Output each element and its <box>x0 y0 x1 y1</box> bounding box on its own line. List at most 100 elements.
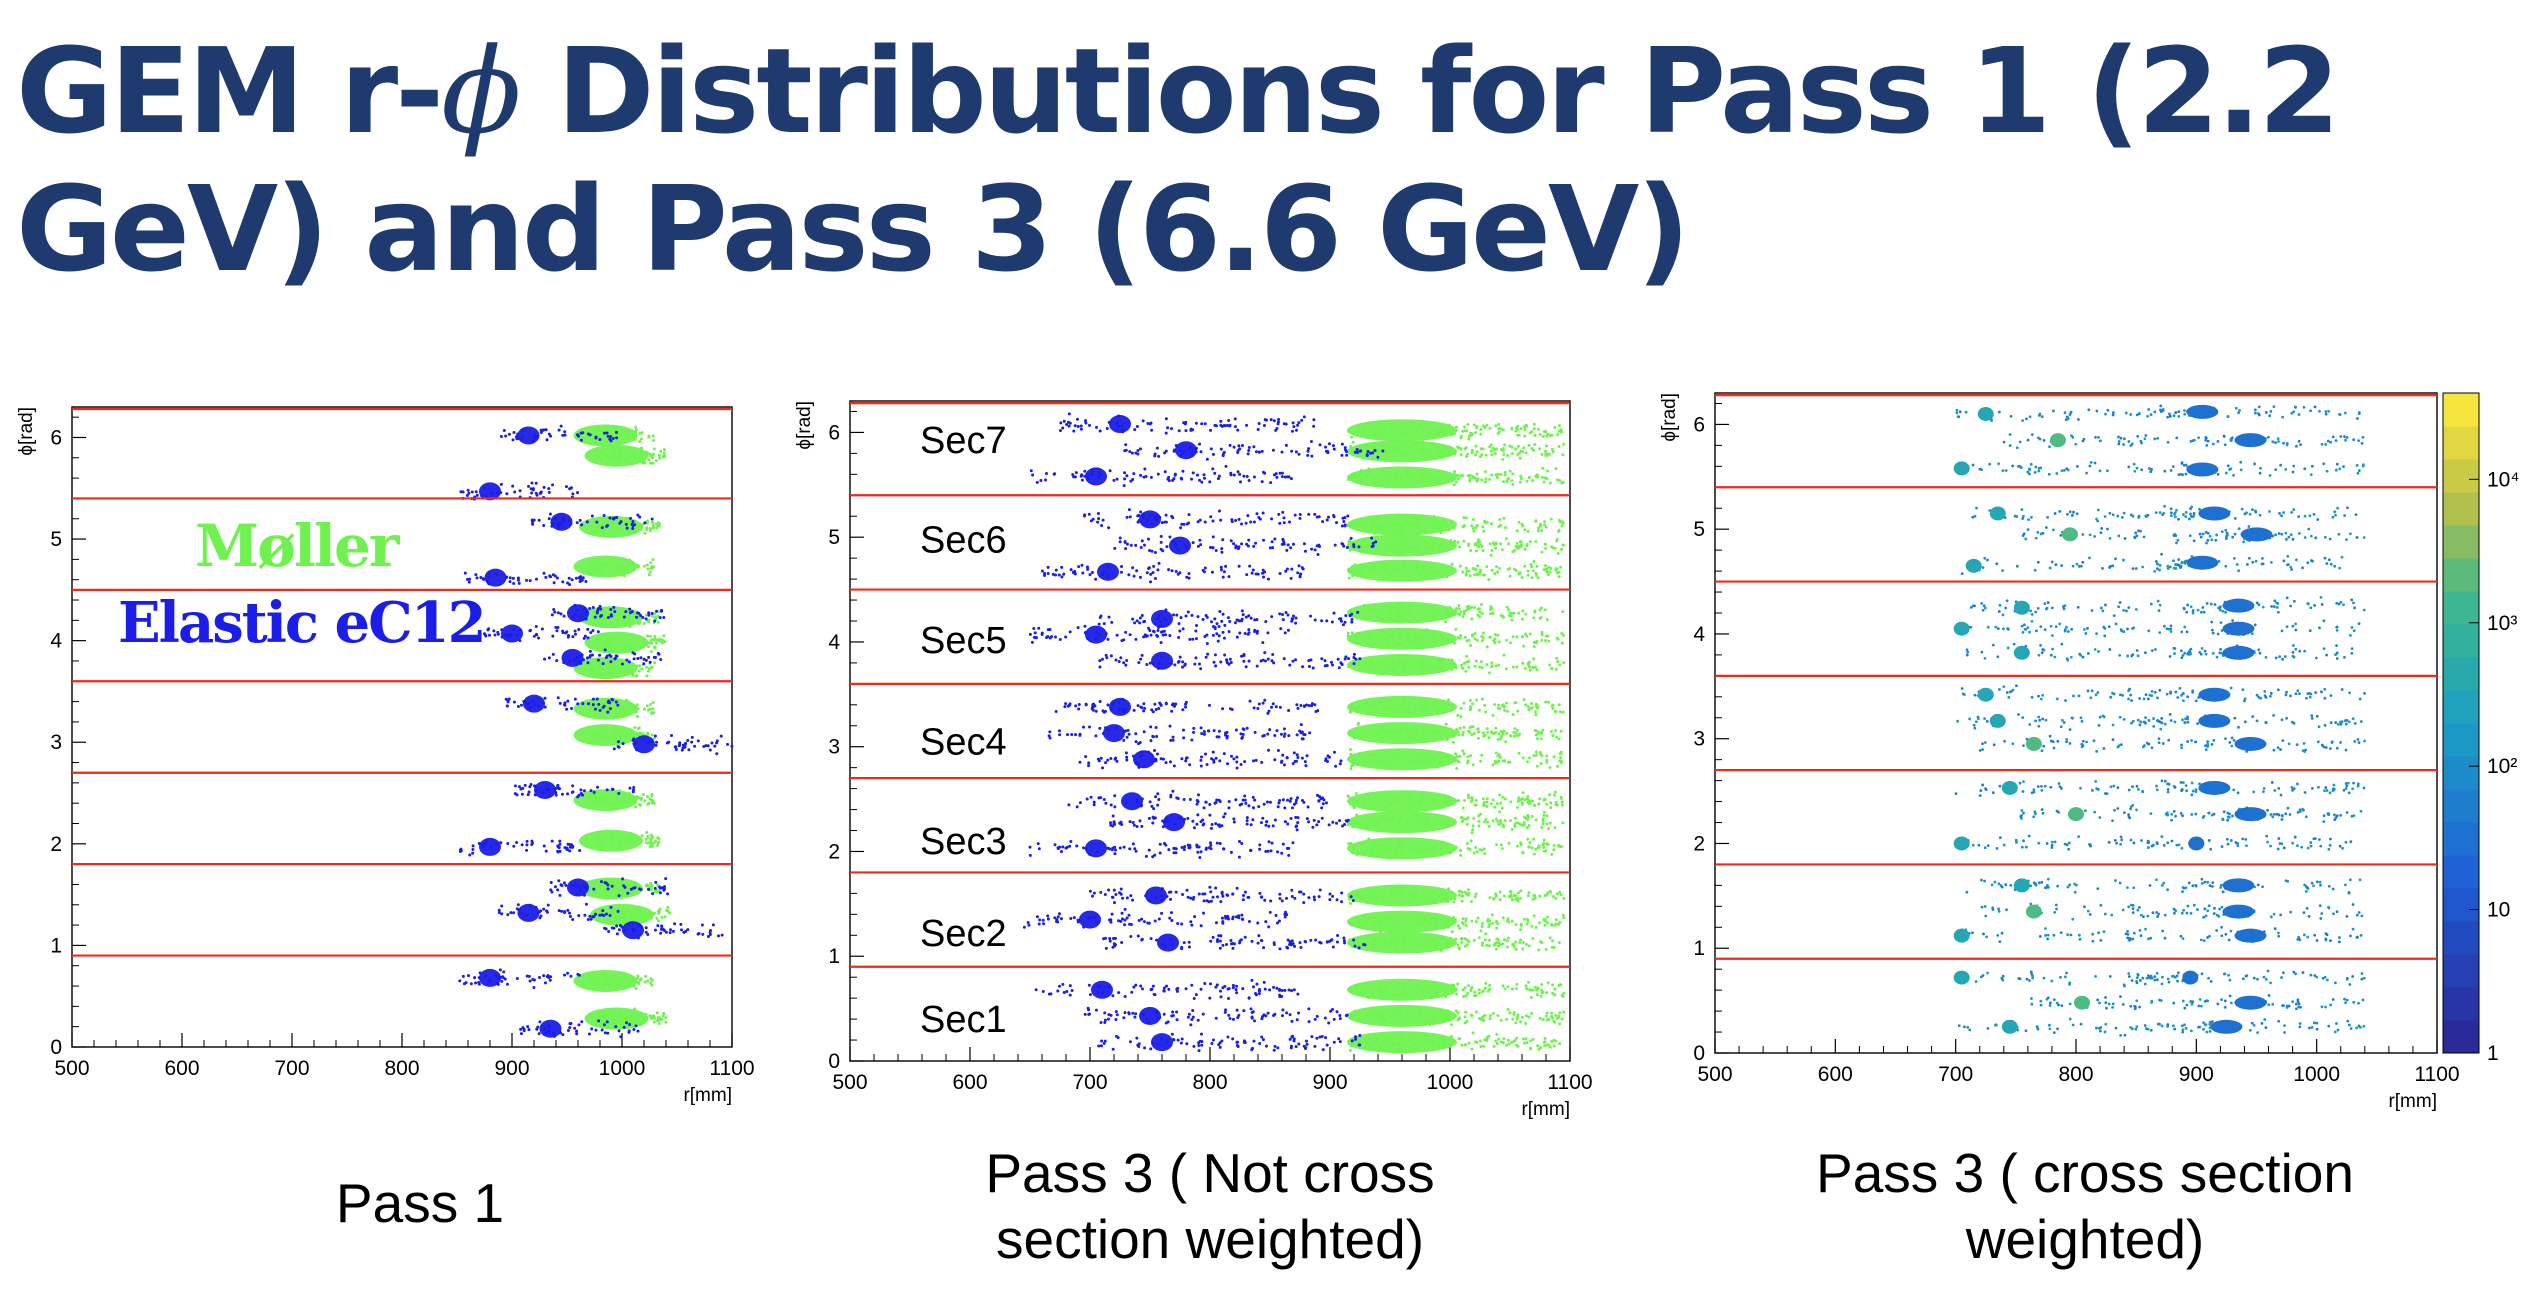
y-tick-label: 0 <box>50 1036 62 1059</box>
hotspot-mark <box>2162 504 2358 521</box>
hotspot-mark <box>2143 969 2366 986</box>
cluster-mark <box>1097 1032 1362 1053</box>
cluster-mark <box>1347 910 1566 933</box>
sector-label: Sec2 <box>920 913 1007 955</box>
hotspot-mark <box>2181 878 2362 895</box>
cluster-mark <box>1347 837 1563 860</box>
colorbar-band <box>2443 921 2479 955</box>
cluster-mark <box>499 424 619 445</box>
hotspot-mark <box>2193 736 2366 753</box>
title-phi-symbol: ϕ <box>441 22 521 160</box>
cluster-mark <box>1347 601 1565 624</box>
cluster-mark <box>1347 695 1565 719</box>
y-tick-label: 3 <box>828 736 840 759</box>
cluster-mark <box>1347 978 1566 1001</box>
colorbar-band <box>2443 393 2479 427</box>
x-axis-label: r[mm] <box>2388 1091 2437 1112</box>
cluster-mark <box>1097 608 1360 629</box>
y-tick-label: 1 <box>1693 937 1705 960</box>
x-tick-label: 600 <box>164 1057 199 1080</box>
elastic-series <box>458 424 734 1039</box>
y-axis-label: ϕ[rad] <box>794 401 815 450</box>
colorbar-band <box>2443 591 2479 625</box>
colorbar-band <box>2443 723 2479 757</box>
colorbar-band <box>2443 789 2479 823</box>
x-tick-label: 500 <box>54 1057 89 1080</box>
moller-legend-label: Møller <box>195 512 399 580</box>
cluster-mark <box>482 624 600 643</box>
cluster-mark <box>573 724 656 747</box>
pass3-weighted-heatmap: 500 600 700 800 900 1000 1100 0 1 2 3 4 5 6 r[mm] ϕ[rad… <box>1659 392 2519 1112</box>
y-tick-label: 5 <box>50 528 62 551</box>
x-tick-label: 600 <box>1818 1063 1853 1086</box>
x-tick-label: 500 <box>832 1071 867 1094</box>
colorbar-band <box>2443 690 2479 724</box>
x-axis-label: r[mm] <box>683 1085 732 1106</box>
colorbar-band <box>2443 558 2479 592</box>
colorbar-tick-label: 10² <box>2487 755 2517 778</box>
cluster-mark <box>543 648 663 667</box>
y-tick-label: 6 <box>50 426 62 449</box>
moller-series <box>573 424 672 1030</box>
hotspot-mark <box>2194 806 2363 824</box>
cluster-mark <box>459 481 580 501</box>
cluster-mark <box>1347 534 1565 557</box>
y-tick-label: 2 <box>1693 832 1705 855</box>
cluster-mark <box>1109 812 1350 832</box>
hotspot-mark <box>1971 506 2219 523</box>
y-tick-label: 1 <box>50 934 62 957</box>
cluster-mark <box>1058 412 1316 435</box>
cluster-mark <box>1078 748 1343 770</box>
cluster-mark <box>1047 723 1312 746</box>
x-axis-label: r[mm] <box>1521 1099 1570 1120</box>
cluster-mark <box>513 780 636 799</box>
cluster-mark <box>1034 978 1300 1001</box>
cluster-mark <box>519 1019 640 1039</box>
x-tick-label: 500 <box>1697 1063 1732 1086</box>
hotspot-mark <box>1956 712 2187 731</box>
x-tick-label: 1100 <box>2414 1063 2459 1086</box>
cluster-mark <box>1088 885 1355 905</box>
y-tick-label: 3 <box>50 731 62 754</box>
hotspot-mark <box>1960 684 2207 703</box>
cluster-mark <box>1028 839 1295 859</box>
y-axis-label: ϕ[rad] <box>1659 393 1680 442</box>
y-tick-label: 4 <box>828 631 840 654</box>
colorbar-band <box>2443 624 2479 658</box>
cluster-mark <box>1347 721 1563 745</box>
cluster-mark <box>1054 697 1320 716</box>
hotspot-mark <box>2199 925 2363 944</box>
hotspot-mark <box>2154 552 2344 573</box>
y-tick-label: 2 <box>828 840 840 863</box>
cluster-mark <box>1123 440 1385 461</box>
y-tick-label: 1 <box>828 945 840 968</box>
colorbar-band <box>2443 954 2479 988</box>
hotspot-mark <box>2172 1018 2366 1035</box>
cluster-mark <box>573 697 656 720</box>
x-tick-label: 800 <box>384 1057 419 1080</box>
colorbar-band <box>2443 525 2479 559</box>
pass1-scatter-plot: 500 600 700 800 900 1000 1100 0 1 2 3 4 5 6 r[mm] ϕ[rad… <box>16 406 755 1106</box>
cluster-mark <box>590 903 672 926</box>
title-text-end: Distributions for Pass 1 (2.2 GeV) and P… <box>16 22 2340 298</box>
hotspot-mark <box>2148 460 2365 477</box>
cluster-mark <box>1346 627 1566 650</box>
pass3-unweighted-scatter-plot: 500 600 700 800 900 1000 1100 0 1 2 3 4 5 6 r[mm] ϕ[rad… <box>794 400 1593 1120</box>
cluster-mark <box>1022 907 1289 929</box>
hotspot-mark <box>2146 834 2353 851</box>
cluster-mark <box>458 837 582 857</box>
cluster-mark <box>584 1007 668 1030</box>
cluster-mark <box>1347 747 1564 771</box>
cluster-mark <box>504 694 620 714</box>
hotspot-mark <box>1978 734 2251 753</box>
cluster-mark <box>573 789 656 812</box>
x-tick-label: 600 <box>952 1071 987 1094</box>
page-title: GEM r-ϕ Distributions for Pass 1 (2.2 Ge… <box>16 22 2496 298</box>
cluster-mark <box>612 733 734 756</box>
x-tick-label: 1100 <box>709 1057 754 1080</box>
hotspot-mark <box>1953 461 2184 476</box>
sector-label: Sec3 <box>920 821 1007 863</box>
cluster-mark <box>550 603 666 623</box>
cluster-mark <box>579 515 662 538</box>
cluster-mark <box>1347 419 1564 442</box>
